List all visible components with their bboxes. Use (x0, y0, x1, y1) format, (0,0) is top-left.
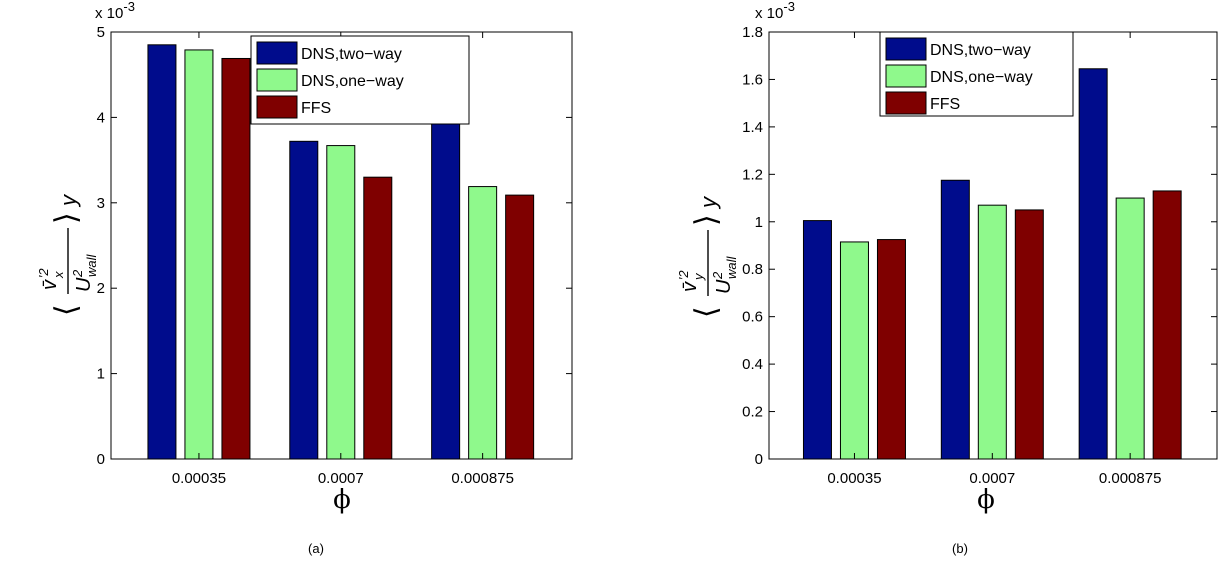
y-tick-label: 0.6 (742, 309, 763, 326)
svg-text:′2: ′2 (36, 268, 51, 278)
bar-a-s2-c0 (221, 57, 251, 460)
svg-text:⟨: ⟨ (50, 304, 83, 316)
bar-b-s0-c1 (940, 179, 970, 460)
y-tick-label: 0.8 (742, 261, 763, 278)
x-tick-label: 0.000875 (1099, 470, 1162, 487)
y-multiplier-a: x 10-3 (95, 0, 135, 22)
chart-panel-b: 0 0.2 0.4 0.6 0.8 1 1.2 1.4 1.6 1.8 0.00035 0.0007… (676, 0, 1218, 556)
x-tick-label: 0.000875 (451, 470, 514, 487)
bar-a-s2-c2 (505, 194, 535, 460)
bars-b (802, 68, 1182, 460)
x-tick-label: 0.00035 (827, 470, 881, 487)
legend-swatch-1 (885, 64, 927, 88)
x-tick-label: 0.0007 (318, 470, 364, 487)
y-tick-label: 1.4 (742, 119, 763, 136)
legend-swatch-0 (256, 41, 298, 65)
legend-label-0: DNS,two−way (930, 42, 1031, 59)
y-tick-label: 5 (97, 24, 105, 41)
legend-a: DNS,two−way DNS,one−way FFS (250, 35, 470, 125)
bar-a-s1-c1 (326, 145, 356, 460)
bar-b-s0-c0 (802, 220, 832, 460)
legend-label-0: DNS,two−way (301, 46, 402, 63)
bar-b-s2-c0 (876, 239, 906, 460)
bar-b-s1-c1 (977, 204, 1007, 460)
y-multiplier-b: x 10-3 (755, 0, 795, 22)
svg-text:v̄: v̄ (39, 279, 61, 290)
bar-a-s2-c1 (363, 176, 393, 460)
y-tick-label: 3 (97, 195, 105, 212)
y-tick-label: 4 (97, 109, 105, 126)
bar-a-s0-c1 (289, 140, 319, 460)
y-tick-label: 0.4 (742, 356, 763, 373)
y-ticks-a: 0 1 2 3 4 5 (97, 24, 572, 468)
svg-text:′2: ′2 (676, 270, 691, 280)
panel-caption-b: (b) (952, 541, 968, 556)
y-tick-label: 1.6 (742, 71, 763, 88)
chart-panel-a: 0 1 2 3 4 5 0.00035 0.0007 0.000875 DNS,two−way… (36, 0, 573, 556)
svg-text:y: y (691, 272, 706, 281)
panel-caption-a: (a) (308, 541, 324, 556)
svg-text:x: x (51, 271, 66, 279)
svg-text:y: y (56, 193, 81, 208)
legend-b: DNS,two−way DNS,one−way FFS (879, 31, 1074, 117)
legend-swatch-1 (256, 68, 298, 92)
bar-b-s2-c2 (1152, 190, 1182, 460)
legend-swatch-0 (885, 37, 927, 61)
x-ticks-a: 0.00035 0.0007 0.000875 (172, 32, 514, 487)
bar-b-s0-c2 (1078, 68, 1108, 460)
svg-text:v̄: v̄ (679, 281, 701, 292)
svg-text:U: U (713, 279, 735, 294)
x-ticks-b: 0.00035 0.0007 0.000875 (827, 32, 1161, 487)
svg-text:⟩: ⟩ (690, 214, 723, 226)
svg-text:2: 2 (70, 269, 85, 278)
y-axis-label-b: ⟨ v̄ ′2 y U 2 wall ⟩ y (676, 195, 739, 318)
bar-b-s1-c2 (1115, 197, 1145, 460)
y-tick-label: 1 (97, 366, 105, 383)
x-tick-label: 0.0007 (969, 470, 1015, 487)
y-tick-label: 1 (755, 214, 763, 231)
svg-text:wall: wall (84, 253, 99, 277)
svg-text:⟩: ⟩ (50, 212, 83, 224)
y-tick-label: 1.8 (742, 24, 763, 41)
bar-a-s1-c0 (184, 49, 214, 460)
legend-swatch-2 (256, 95, 298, 119)
y-tick-label: 0 (97, 451, 105, 468)
bar-b-s2-c1 (1014, 209, 1044, 460)
bar-a-s0-c0 (147, 44, 177, 460)
svg-text:U: U (73, 277, 95, 292)
x-axis-label-b: ϕ (977, 485, 995, 515)
legend-label-2: FFS (930, 96, 960, 113)
x-axis-label-a: ϕ (333, 485, 351, 515)
y-axis-label-a: ⟨ v̄ ′2 x U 2 wall ⟩ y (36, 193, 99, 316)
y-ticks-b: 0 0.2 0.4 0.6 0.8 1 1.2 1.4 1.6 1.8 (742, 24, 1217, 468)
svg-text:2: 2 (710, 271, 725, 280)
legend-label-1: DNS,one−way (930, 69, 1033, 86)
bars-a (147, 44, 535, 460)
legend-swatch-2 (885, 91, 927, 115)
y-tick-label: 2 (97, 280, 105, 297)
svg-text:y: y (696, 195, 721, 210)
bar-a-s1-c2 (468, 186, 498, 460)
bar-b-s1-c0 (839, 241, 869, 460)
bar-a-s0-c2 (431, 98, 461, 460)
y-tick-label: 1.2 (742, 166, 763, 183)
axes-box-a (110, 31, 573, 460)
legend-label-2: FFS (301, 100, 331, 117)
y-tick-label: 0 (755, 451, 763, 468)
y-tick-label: 0.2 (742, 404, 763, 421)
x-tick-label: 0.00035 (172, 470, 226, 487)
legend-label-1: DNS,one−way (301, 73, 404, 90)
svg-text:⟨: ⟨ (690, 306, 723, 318)
svg-text:wall: wall (724, 255, 739, 279)
